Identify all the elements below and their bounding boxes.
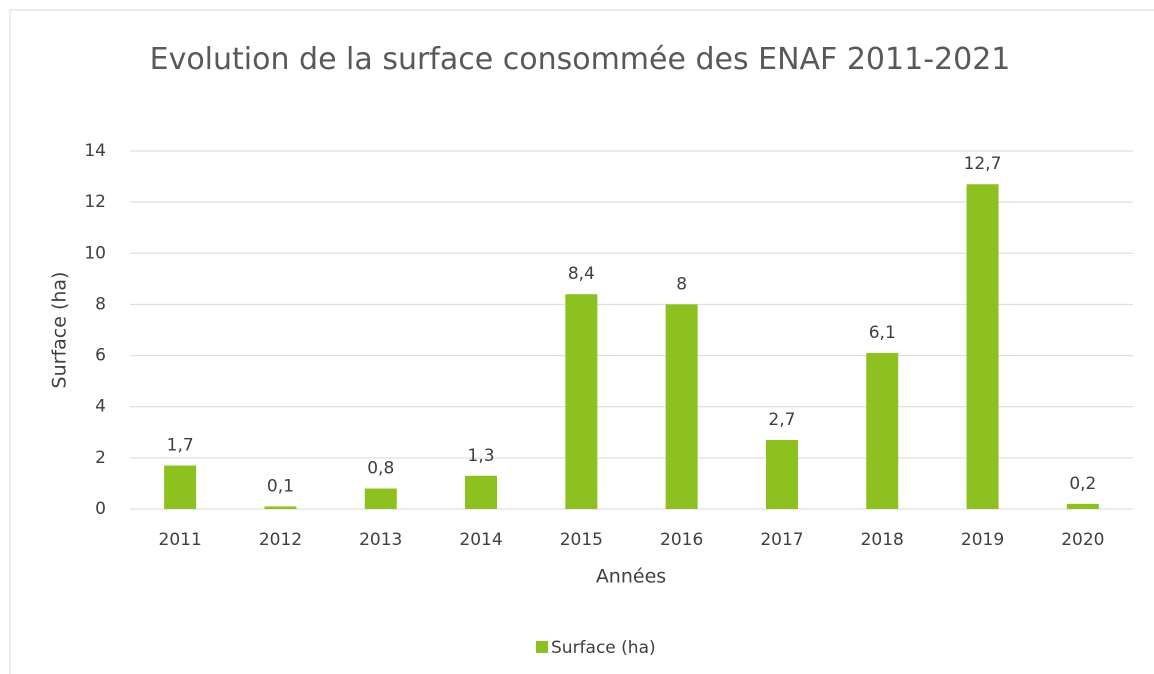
x-tick-label: 2011 bbox=[159, 530, 202, 550]
y-tick-label: 4 bbox=[95, 397, 106, 417]
y-tick-label: 2 bbox=[95, 448, 106, 468]
x-tick-label: 2012 bbox=[259, 530, 302, 550]
chart-frame bbox=[9, 9, 1154, 674]
legend-swatch bbox=[536, 641, 548, 653]
x-axis-label: Années bbox=[596, 566, 666, 588]
data-label: 0,1 bbox=[267, 476, 294, 496]
x-tick-label: 2015 bbox=[560, 530, 603, 550]
bar bbox=[1066, 503, 1099, 509]
y-tick-label: 14 bbox=[84, 141, 106, 161]
x-tick-label: 2019 bbox=[961, 530, 1004, 550]
bar bbox=[465, 475, 498, 509]
bar bbox=[364, 488, 397, 509]
x-tick-label: 2018 bbox=[861, 530, 904, 550]
y-tick-label: 10 bbox=[84, 243, 106, 263]
x-tick-label: 2014 bbox=[459, 530, 502, 550]
data-label: 6,1 bbox=[869, 323, 896, 343]
data-label: 8,4 bbox=[568, 264, 595, 284]
bar bbox=[966, 184, 999, 509]
y-tick-label: 6 bbox=[95, 346, 106, 366]
bar bbox=[264, 506, 297, 509]
data-label: 1,3 bbox=[468, 446, 495, 466]
data-label: 1,7 bbox=[167, 436, 194, 456]
y-tick-label: 12 bbox=[84, 192, 106, 212]
y-axis-label: Surface (ha) bbox=[49, 272, 71, 389]
data-label: 8 bbox=[676, 274, 687, 294]
bar bbox=[765, 439, 798, 509]
bar bbox=[866, 353, 899, 509]
data-label: 12,7 bbox=[964, 154, 1002, 174]
x-tick-label: 2013 bbox=[359, 530, 402, 550]
data-label: 0,8 bbox=[367, 459, 394, 479]
data-label: 2,7 bbox=[768, 410, 795, 430]
chart-title: Evolution de la surface consommée des EN… bbox=[149, 42, 1011, 77]
y-tick-label: 0 bbox=[95, 499, 106, 519]
bar bbox=[665, 304, 698, 509]
x-tick-label: 2016 bbox=[660, 530, 703, 550]
x-tick-label: 2020 bbox=[1061, 530, 1104, 550]
bar bbox=[164, 465, 197, 509]
bar bbox=[565, 294, 598, 509]
y-tick-label: 8 bbox=[95, 294, 106, 314]
data-label: 0,2 bbox=[1069, 474, 1096, 494]
legend-label: Surface (ha) bbox=[551, 638, 656, 658]
x-tick-label: 2017 bbox=[760, 530, 803, 550]
